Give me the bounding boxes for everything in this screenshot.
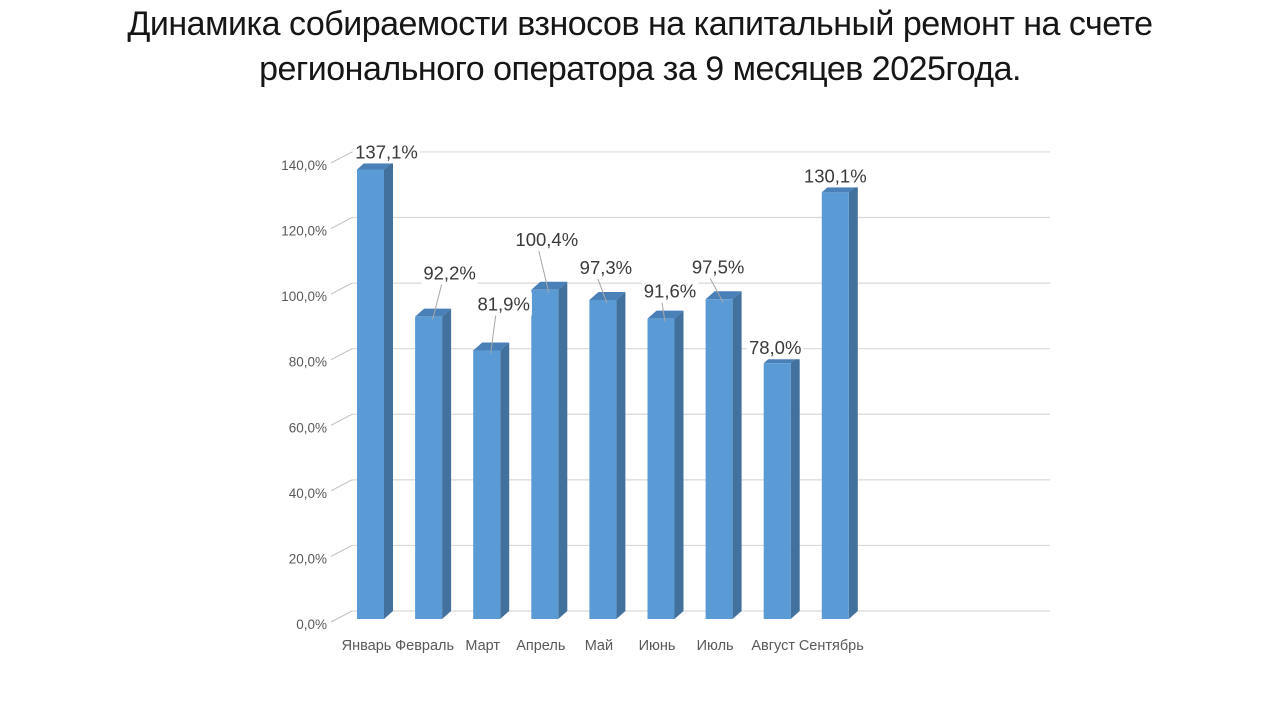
y-axis-tick-label: 100,0% (281, 289, 327, 304)
y-axis-tick-label: 120,0% (281, 224, 327, 239)
data-label-leader-mar (490, 315, 497, 354)
y-axis-tick-label: 60,0% (289, 420, 327, 435)
x-axis-label-feb: Февраль (395, 638, 454, 654)
bar-front-face (531, 289, 559, 619)
data-label-sep: 130,1% (804, 165, 867, 186)
bar-front-face (415, 316, 443, 619)
x-axis-label-may: Май (585, 638, 613, 654)
data-label-may: 97,3% (580, 257, 632, 278)
bar-side-face (616, 291, 626, 619)
data-label-feb: 92,2% (423, 263, 475, 284)
bar-top-face (531, 281, 568, 290)
bar-top-face (415, 308, 452, 317)
data-label-bg (353, 140, 420, 164)
bar-top-face (647, 310, 684, 319)
data-label-apr: 100,4% (515, 229, 578, 250)
data-label-jan: 137,1% (355, 141, 418, 162)
y-axis-tick-label: 40,0% (289, 486, 327, 501)
x-axis-label-aug: Август (751, 638, 795, 654)
y-axis-tick-label: 20,0% (289, 551, 327, 566)
bar-aug (763, 355, 800, 619)
data-label-bg (689, 255, 747, 279)
bar-front-face (589, 299, 617, 619)
bar-front-face (821, 192, 849, 619)
bar-front-face (647, 318, 675, 619)
data-label-bg (801, 164, 869, 188)
y-axis-tick-label: 0,0% (296, 617, 327, 632)
chart-title-line2: регионального оператора за 9 месяцев 202… (259, 50, 1021, 88)
y-tick-leader-20,0% (330, 544, 353, 557)
y-tick-leader-80,0% (330, 348, 353, 361)
data-label-jun: 91,6% (644, 281, 696, 302)
bar-side-face (500, 342, 510, 619)
data-label-leader-jul (709, 278, 724, 303)
bar-side-face (848, 184, 858, 619)
x-axis-label-mar: Март (465, 638, 500, 654)
bar-side-face (790, 355, 800, 619)
data-label-aug: 78,0% (749, 337, 801, 358)
data-label-bg (475, 292, 532, 316)
y-tick-leader-0,0% (330, 610, 353, 623)
bar-side-face (674, 310, 684, 619)
bar-front-face (705, 299, 733, 619)
bar-front-face (473, 350, 501, 619)
data-label-bg (577, 255, 635, 279)
data-label-leader-apr (538, 250, 550, 293)
bar-front-face (357, 169, 384, 619)
y-tick-leader-120,0% (330, 217, 353, 229)
y-tick-leader-40,0% (330, 479, 353, 492)
bar-side-face (558, 281, 568, 619)
bar-top-face (705, 291, 742, 300)
bar-may (589, 291, 626, 619)
data-label-bg (746, 336, 804, 360)
data-label-bg (641, 279, 699, 303)
data-label-leader-feb (432, 284, 443, 320)
y-tick-leader-60,0% (330, 413, 353, 426)
chart-title: Динамика собираемости взносов на капитал… (0, 2, 1280, 92)
bar-jun (647, 310, 684, 619)
y-axis-tick-label: 80,0% (289, 355, 327, 370)
y-tick-leader-140,0% (330, 151, 353, 164)
y-axis-tick-label: 140,0% (281, 158, 327, 173)
bar-sep (821, 184, 858, 619)
bar-jan (357, 161, 393, 619)
bar-front-face (763, 363, 791, 619)
x-axis-label-apr: Апрель (516, 638, 565, 654)
x-axis-label-jul: Июль (697, 638, 734, 654)
x-axis-label-jan: Январь (342, 638, 392, 654)
data-label-jul: 97,5% (692, 256, 744, 277)
bar-apr (531, 281, 568, 619)
chart-title-line1: Динамика собираемости взносов на капитал… (127, 5, 1153, 43)
data-label-bg (513, 227, 581, 251)
data-label-leader-jun (661, 302, 666, 322)
bar-side-face (442, 308, 452, 619)
x-axis-label-jun: Июнь (639, 638, 676, 654)
bar-side-face (384, 161, 393, 619)
bar-feb (415, 308, 452, 619)
data-label-bg (421, 261, 478, 285)
bar-side-face (732, 291, 742, 619)
y-tick-leader-100,0% (330, 282, 353, 295)
bar-mar (473, 342, 510, 619)
x-axis-label-sep: Сентябрь (799, 638, 864, 654)
data-label-mar: 81,9% (477, 293, 529, 314)
bar-top-face (589, 291, 626, 300)
data-label-leader-may (597, 278, 608, 304)
bar-jul (705, 291, 742, 619)
